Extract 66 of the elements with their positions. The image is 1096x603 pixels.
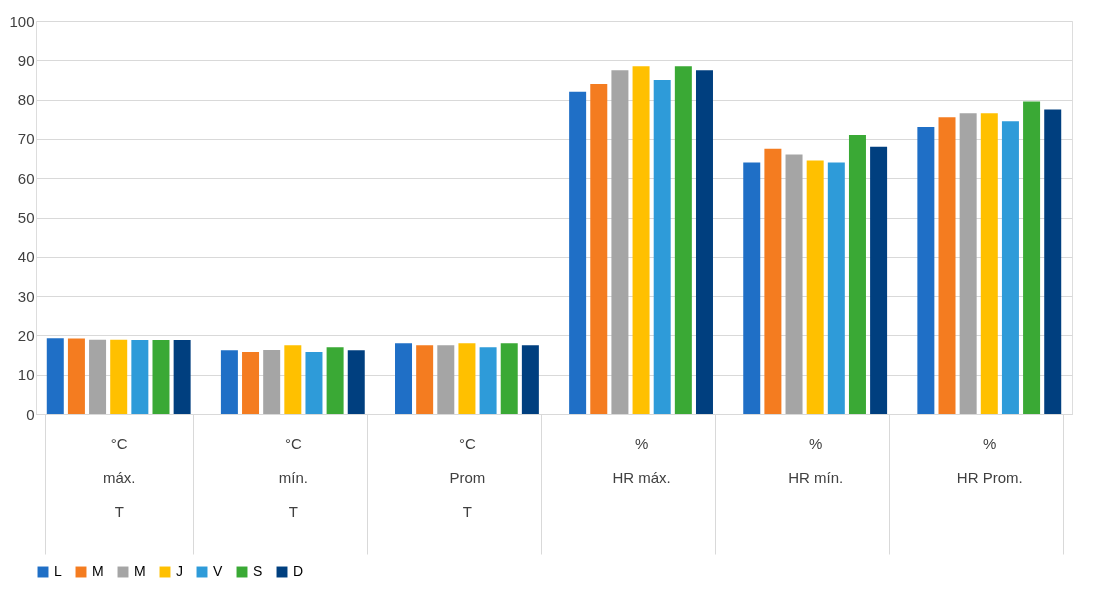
y-tick-label: 20 bbox=[17, 326, 35, 344]
bar bbox=[263, 349, 281, 414]
y-tick-label: 70 bbox=[17, 130, 35, 148]
legend-label: M bbox=[134, 563, 146, 579]
x-tick-label: % HR máx. bbox=[612, 434, 671, 486]
bar bbox=[980, 113, 998, 414]
legend-label: M bbox=[92, 563, 104, 579]
bar bbox=[590, 83, 608, 414]
bar bbox=[220, 350, 238, 414]
bar bbox=[305, 351, 323, 414]
bar bbox=[500, 343, 518, 414]
x-tick-label: % HR mín. bbox=[788, 434, 844, 486]
bar bbox=[173, 340, 191, 414]
bar bbox=[131, 340, 149, 414]
bar bbox=[743, 162, 761, 414]
bar bbox=[521, 345, 539, 414]
bar bbox=[152, 340, 170, 414]
legend-label: V bbox=[213, 563, 223, 579]
bar bbox=[1001, 121, 1019, 414]
bar bbox=[458, 343, 476, 414]
bar bbox=[764, 148, 782, 414]
bar bbox=[674, 66, 692, 414]
bar bbox=[1044, 109, 1062, 414]
bar bbox=[437, 345, 455, 414]
bar bbox=[959, 113, 977, 414]
y-tick-label: 60 bbox=[17, 169, 35, 187]
legend-label: D bbox=[293, 563, 304, 579]
bar bbox=[326, 347, 344, 414]
bar bbox=[848, 134, 866, 414]
bar bbox=[870, 146, 888, 414]
bar bbox=[1023, 101, 1041, 414]
y-tick-label: 90 bbox=[17, 51, 35, 69]
bar bbox=[569, 91, 587, 414]
bar bbox=[695, 70, 713, 414]
bar bbox=[242, 351, 260, 414]
bar bbox=[110, 339, 128, 414]
y-tick-label: 30 bbox=[17, 287, 35, 305]
bar bbox=[416, 345, 434, 414]
x-tick-label: °C mín. T bbox=[278, 434, 308, 520]
bar bbox=[67, 338, 85, 414]
legend-label: J bbox=[176, 563, 183, 579]
y-tick-label: 50 bbox=[17, 209, 35, 226]
y-tick-label: 0 bbox=[26, 405, 35, 423]
bar bbox=[395, 343, 413, 414]
bar bbox=[284, 345, 302, 414]
y-tick-label: 10 bbox=[17, 366, 35, 384]
bar bbox=[653, 79, 671, 414]
y-tick-label: 40 bbox=[17, 248, 35, 266]
bar bbox=[827, 162, 845, 414]
x-tick-label: °C Prom T bbox=[449, 434, 486, 520]
bar bbox=[632, 66, 650, 414]
legend-label: S bbox=[253, 563, 263, 579]
y-tick-label: 100 bbox=[9, 12, 35, 30]
bar bbox=[347, 350, 365, 414]
bar bbox=[89, 339, 107, 414]
bar bbox=[938, 117, 956, 414]
x-tick-label: % HR Prom. bbox=[956, 434, 1023, 486]
bar bbox=[806, 160, 824, 414]
legend-label: L bbox=[54, 563, 62, 579]
bar bbox=[46, 338, 64, 414]
y-tick-label: 80 bbox=[17, 91, 35, 109]
bar bbox=[479, 347, 497, 414]
bar bbox=[611, 70, 629, 414]
bar bbox=[785, 154, 803, 414]
bar bbox=[917, 127, 935, 414]
x-tick-label: °C máx. T bbox=[102, 434, 136, 520]
